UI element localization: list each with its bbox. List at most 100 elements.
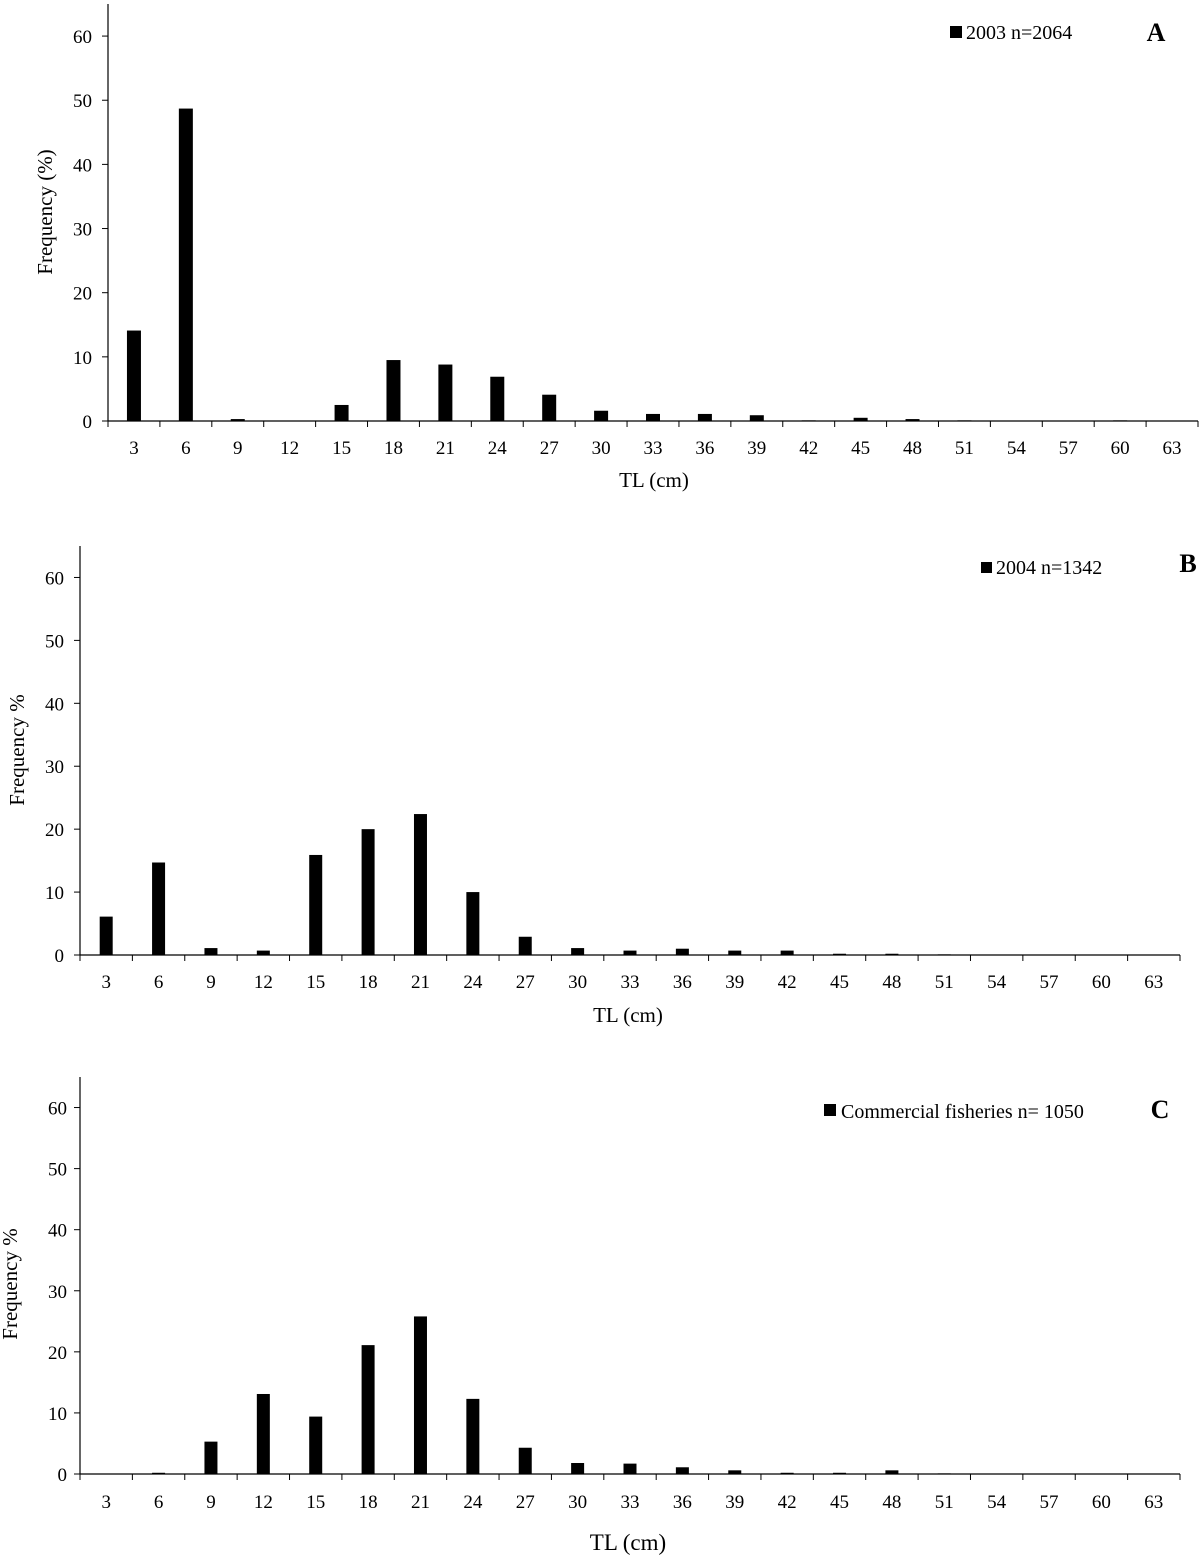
x-tick-label-a: 39 [747, 438, 766, 459]
x-tick-label-c: 39 [725, 1492, 744, 1513]
y-tick-label-a: 40 [73, 155, 92, 176]
bar-c-51 [937, 1473, 951, 1474]
bar-a-30 [594, 410, 609, 421]
x-tick-label-a: 3 [129, 438, 139, 459]
bar-b-24 [466, 892, 480, 955]
x-tick-label-c: 6 [154, 1492, 164, 1513]
bar-a-9 [230, 419, 245, 421]
bar-a-45 [853, 417, 868, 421]
bar-a-60 [1113, 420, 1128, 421]
x-tick-label-a: 27 [540, 438, 559, 459]
y-tick-label-c: 40 [48, 1221, 67, 1242]
bar-a-18 [386, 360, 401, 421]
bar-a-48 [905, 419, 920, 421]
y-tick-label-a: 60 [73, 27, 92, 48]
x-tick-label-b: 30 [568, 972, 587, 993]
x-tick-label-c: 36 [673, 1492, 692, 1513]
x-tick-label-c: 60 [1092, 1492, 1111, 1513]
x-tick-label-a: 57 [1059, 438, 1078, 459]
bar-a-51 [957, 420, 972, 421]
bar-b-48 [885, 953, 899, 955]
bar-b-12 [256, 950, 270, 955]
x-tick-label-a: 36 [695, 438, 714, 459]
bar-a-24 [490, 376, 505, 421]
bar-a-15 [334, 404, 349, 421]
x-tick-label-b: 18 [359, 972, 378, 993]
bar-c-24 [466, 1398, 480, 1474]
x-tick-label-a: 21 [436, 438, 455, 459]
x-tick-label-a: 18 [384, 438, 403, 459]
x-tick-label-a: 33 [644, 438, 663, 459]
panel-letter-a: A [1147, 18, 1166, 47]
legend-label-b: 2004 n=1342 [996, 557, 1102, 579]
x-tick-label-c: 30 [568, 1492, 587, 1513]
bar-b-21 [413, 814, 427, 955]
y-axis-label-a: Frequency (%) [33, 149, 57, 274]
y-tick-label-c: 60 [48, 1099, 67, 1120]
x-tick-label-b: 42 [778, 972, 797, 993]
x-tick-label-c: 15 [306, 1492, 325, 1513]
x-tick-label-a: 30 [592, 438, 611, 459]
x-tick-label-a: 54 [1007, 438, 1027, 459]
y-tick-label-b: 10 [45, 883, 64, 904]
bar-b-9 [204, 948, 218, 955]
x-tick-label-a: 45 [851, 438, 870, 459]
x-tick-label-b: 60 [1092, 972, 1111, 993]
bar-c-15 [309, 1416, 323, 1474]
y-tick-label-a: 10 [73, 348, 92, 369]
y-tick-label-b: 60 [45, 568, 64, 589]
bar-b-15 [309, 854, 323, 955]
x-tick-label-c: 21 [411, 1492, 430, 1513]
x-tick-label-a: 12 [280, 438, 299, 459]
bar-c-48 [885, 1470, 899, 1474]
y-tick-label-a: 0 [83, 412, 93, 433]
y-tick-label-c: 0 [58, 1465, 68, 1486]
x-tick-label-b: 39 [725, 972, 744, 993]
bar-a-42 [801, 420, 816, 421]
x-tick-label-b: 6 [154, 972, 164, 993]
bar-c-12 [256, 1393, 270, 1474]
bar-c-39 [728, 1470, 742, 1474]
y-tick-label-b: 0 [55, 946, 65, 967]
y-tick-label-b: 50 [45, 631, 64, 652]
x-tick-label-a: 60 [1111, 438, 1130, 459]
panel-letter-c: C [1151, 1095, 1170, 1124]
x-tick-label-a: 42 [799, 438, 818, 459]
x-tick-label-b: 48 [882, 972, 901, 993]
x-tick-label-c: 3 [101, 1492, 111, 1513]
bar-a-27 [542, 394, 557, 421]
x-tick-label-c: 33 [621, 1492, 640, 1513]
y-tick-label-a: 50 [73, 91, 92, 112]
x-tick-label-a: 15 [332, 438, 351, 459]
x-tick-label-b: 27 [516, 972, 535, 993]
y-tick-label-c: 30 [48, 1282, 67, 1303]
bar-c-27 [518, 1447, 532, 1474]
bar-c-45 [833, 1472, 847, 1474]
x-tick-label-b: 45 [830, 972, 849, 993]
bar-c-18 [361, 1345, 375, 1474]
x-tick-label-b: 57 [1040, 972, 1059, 993]
panel-b: 2004 n=1342 B TL (cm) Frequency % 0 10 20 3… [5, 546, 1197, 1027]
bar-a-36 [697, 413, 712, 421]
legend-label-c: Commercial fisheries n= 1050 [841, 1101, 1084, 1123]
x-tick-label-a: 24 [488, 438, 508, 459]
bar-b-27 [518, 936, 532, 955]
bar-b-6 [152, 862, 166, 955]
y-tick-label-b: 20 [45, 820, 64, 841]
bar-c-42 [780, 1472, 794, 1474]
x-tick-label-c: 24 [463, 1492, 483, 1513]
x-tick-label-c: 18 [359, 1492, 378, 1513]
x-tick-label-c: 48 [882, 1492, 901, 1513]
y-tick-label-c: 20 [48, 1343, 67, 1364]
y-tick-label-a: 30 [73, 220, 92, 241]
bar-c-21 [413, 1316, 427, 1474]
y-tick-label-c: 10 [48, 1404, 67, 1425]
x-tick-label-b: 33 [621, 972, 640, 993]
bar-b-18 [361, 829, 375, 955]
y-tick-label-b: 30 [45, 757, 64, 778]
x-tick-label-b: 15 [306, 972, 325, 993]
bar-b-45 [833, 953, 847, 955]
x-tick-label-c: 45 [830, 1492, 849, 1513]
bar-a-21 [438, 364, 453, 421]
